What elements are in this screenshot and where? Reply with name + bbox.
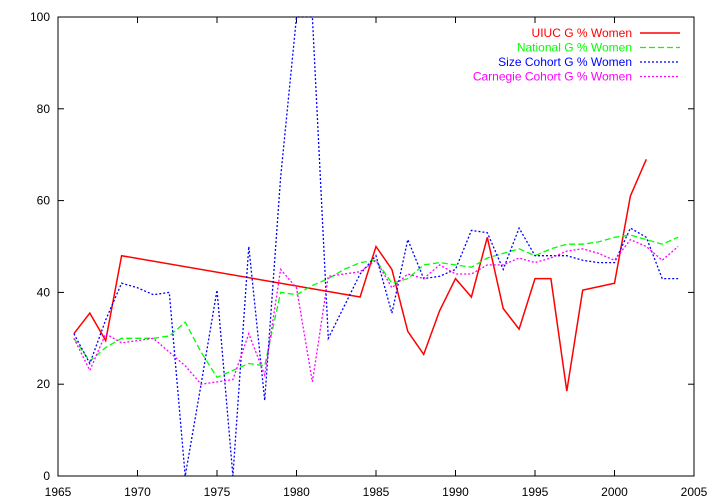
series-lines	[73, 16, 679, 477]
series-line-national	[73, 234, 679, 379]
x-tick-label: 1995	[522, 485, 549, 499]
x-tick-label: 1985	[363, 485, 390, 499]
y-tick-label: 80	[37, 102, 51, 116]
tick-labels: 1965 1970 1975 1980 1985 1990 1995 2000 2005 0 20 4…	[30, 10, 708, 499]
series-line-size-cohort	[73, 16, 679, 477]
series-line-uiuc	[73, 159, 647, 392]
y-tick-label: 100	[30, 10, 50, 24]
series-line-carnegie-cohort	[73, 238, 679, 385]
x-tick-label: 1970	[124, 485, 151, 499]
legend-label-size-cohort: Size Cohort G % Women	[498, 55, 632, 69]
y-tick-label: 20	[37, 377, 51, 391]
legend-label-carnegie-cohort: Carnegie Cohort G % Women	[473, 70, 632, 84]
x-tick-label: 2005	[681, 485, 708, 499]
legend-label-uiuc: UIUC G % Women	[532, 26, 632, 40]
x-tick-label: 2000	[601, 485, 628, 499]
x-tick-label: 1980	[283, 485, 310, 499]
x-tick-label: 1975	[204, 485, 231, 499]
x-tick-label: 1965	[45, 485, 72, 499]
legend-label-national: National G % Women	[517, 41, 632, 55]
plot-frame	[57, 16, 695, 477]
y-tick-label: 0	[43, 469, 50, 483]
x-tick-label: 1990	[442, 485, 469, 499]
y-tick-label: 40	[37, 285, 51, 299]
y-tick-label: 60	[37, 194, 51, 208]
